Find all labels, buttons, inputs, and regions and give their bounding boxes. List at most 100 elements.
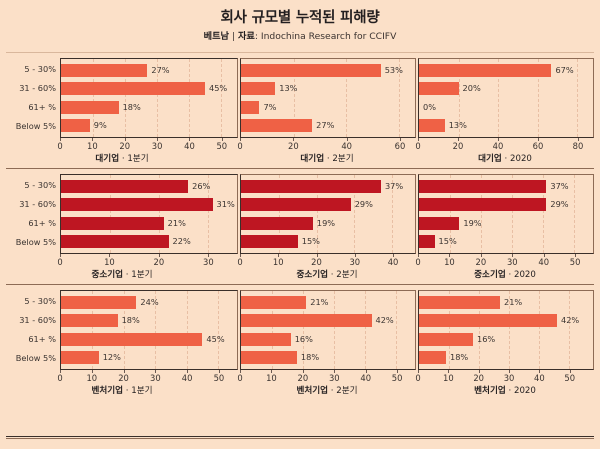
bar[interactable]: [61, 119, 90, 133]
bar-row: 12%: [61, 349, 237, 366]
y-axis-tick-label: 31 - 60%: [19, 199, 56, 209]
bar-value-label: 13%: [279, 83, 298, 94]
x-axis: 0 20 40 60 80: [415, 138, 594, 153]
x-axis-tick: [509, 370, 511, 373]
bar-value-label: 16%: [477, 333, 496, 344]
x-axis-tick-label: 0: [415, 373, 421, 383]
x-axis-tick-label: 40: [341, 141, 352, 151]
bar[interactable]: [61, 332, 203, 346]
panel-title-group: 대기업: [300, 154, 325, 164]
bar[interactable]: [61, 82, 205, 96]
y-axis-tick-label: 5 - 30%: [24, 180, 56, 190]
x-axis: 0 20 40 60: [237, 138, 416, 153]
bar-row: 13%: [241, 80, 415, 97]
x-axis-tick-label: 40: [387, 257, 399, 267]
x-axis-tick: [418, 254, 419, 257]
x-axis-tick-label: 0: [415, 257, 421, 267]
bar[interactable]: [419, 351, 446, 365]
bar-row: 45%: [61, 80, 237, 97]
bar[interactable]: [419, 179, 547, 193]
panel-row: 5 - 30% 31 - 60% 61+ % Below 5% 24% 18% 45% 12%…: [6, 290, 594, 397]
x-axis-tick: [189, 138, 191, 141]
bar-value-label: 0%: [423, 101, 436, 112]
panel-title-group: 벤처기업: [296, 386, 329, 396]
bar[interactable]: [61, 314, 118, 328]
bar[interactable]: [419, 119, 445, 133]
bar[interactable]: [241, 63, 381, 77]
plot-area: 37% 29% 19% 15%: [240, 174, 416, 254]
bar[interactable]: [61, 100, 119, 114]
x-axis-tick: [208, 254, 210, 257]
bar[interactable]: [419, 82, 459, 96]
x-axis-tick-label: 20: [153, 257, 165, 267]
bar[interactable]: [241, 235, 298, 249]
row-divider: [6, 284, 594, 285]
bar-series: 21% 42% 16% 18%: [241, 291, 415, 369]
x-axis-tick-label: 60: [394, 141, 406, 151]
y-axis-tick-label: 61+ %: [28, 102, 56, 112]
x-axis-tick-label: 40: [181, 373, 193, 383]
panel-title-group: 대기업: [478, 154, 502, 164]
bar[interactable]: [241, 100, 260, 114]
bar[interactable]: [61, 198, 213, 212]
panel-title: 벤처기업 · 1분기: [6, 386, 238, 397]
x-axis-tick-label: 0: [57, 141, 63, 151]
chart-panel: 53% 13% 7% 27% 0 20 40 60 대기업 · 2분기: [237, 58, 416, 165]
bar[interactable]: [241, 295, 307, 309]
x-axis-tick: [187, 370, 189, 373]
bar[interactable]: [419, 295, 500, 309]
bar[interactable]: [419, 332, 473, 346]
bar[interactable]: [241, 351, 297, 365]
bar-value-label: 42%: [375, 315, 394, 326]
bar[interactable]: [61, 295, 137, 309]
bar-row: 27%: [61, 62, 237, 79]
y-axis-tick-label: Below 5%: [15, 237, 56, 247]
bar-row: 15%: [419, 233, 593, 250]
chart-subtitle: 베트남 | 자료: Indochina Research for CCIFV: [0, 31, 600, 43]
bar-value-label: 26%: [192, 180, 211, 191]
x-axis-tick: [334, 370, 336, 373]
bar[interactable]: [61, 63, 148, 77]
bar[interactable]: [61, 351, 99, 365]
bar-row: 19%: [241, 215, 415, 232]
x-axis-tick-label: 50: [213, 373, 225, 383]
chart-panel: 5 - 30% 31 - 60% 61+ % Below 5% 24% 18% 45% 12%…: [6, 290, 238, 397]
bar-value-label: 67%: [555, 64, 574, 75]
y-axis-tick-label: 31 - 60%: [19, 83, 56, 93]
bar-value-label: 53%: [384, 64, 403, 75]
x-axis-tick: [365, 370, 367, 373]
x-axis-tick: [538, 138, 539, 141]
bar[interactable]: [61, 179, 189, 193]
bar-row: 21%: [61, 215, 237, 232]
bar-row: 26%: [61, 178, 237, 195]
bar[interactable]: [241, 198, 351, 212]
bar-value-label: 37%: [550, 180, 569, 191]
bar[interactable]: [419, 235, 435, 249]
bar[interactable]: [241, 119, 313, 133]
bar-row: 37%: [241, 178, 415, 195]
plot-wrapper: 5 - 30% 31 - 60% 61+ % Below 5% 26% 31% 21% 22%: [6, 174, 238, 254]
bar-value-label: 45%: [209, 83, 228, 94]
panel-title-period: · 2020: [501, 154, 532, 164]
bar[interactable]: [241, 179, 381, 193]
bar[interactable]: [241, 216, 313, 230]
bar-row: 22%: [61, 233, 237, 250]
bar[interactable]: [61, 216, 164, 230]
bar[interactable]: [419, 216, 460, 230]
bar[interactable]: [241, 82, 276, 96]
bar[interactable]: [61, 235, 169, 249]
x-axis-tick: [478, 370, 480, 373]
bar[interactable]: [241, 314, 372, 328]
bar[interactable]: [241, 332, 291, 346]
chart-panel: 37% 29% 19% 15% 0 10 20 30 40 50 중소기업 · 2020: [415, 174, 594, 281]
bar-row: 18%: [61, 312, 237, 329]
bar[interactable]: [419, 63, 552, 77]
plot-area: 37% 29% 19% 15%: [418, 174, 594, 254]
x-axis-tick: [418, 138, 419, 141]
bar[interactable]: [419, 314, 557, 328]
x-axis-tick: [293, 138, 295, 141]
x-axis: 0 10 20 30 40 50: [57, 138, 238, 153]
x-axis-tick-label: 60: [532, 141, 544, 151]
x-axis-tick-label: 20: [473, 373, 485, 383]
bar[interactable]: [419, 198, 547, 212]
